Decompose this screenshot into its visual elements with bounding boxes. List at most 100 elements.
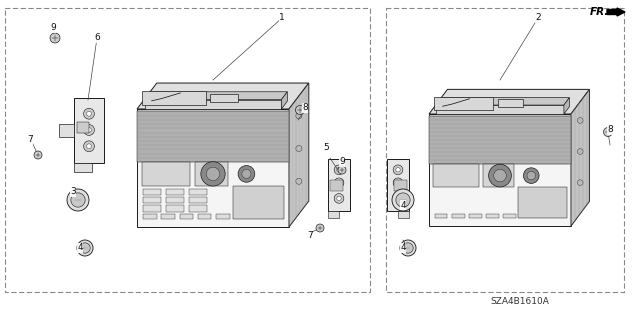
Polygon shape: [503, 214, 516, 218]
Text: 7: 7: [27, 136, 33, 145]
Polygon shape: [518, 187, 567, 218]
Polygon shape: [59, 123, 74, 137]
Polygon shape: [486, 214, 499, 218]
Text: 9: 9: [339, 158, 345, 167]
Polygon shape: [497, 100, 523, 107]
Polygon shape: [198, 214, 211, 219]
Circle shape: [393, 165, 403, 174]
Polygon shape: [74, 162, 92, 172]
Circle shape: [337, 196, 341, 201]
Circle shape: [238, 166, 255, 182]
Circle shape: [334, 178, 344, 188]
Polygon shape: [137, 111, 289, 162]
Polygon shape: [483, 164, 514, 187]
Text: 5: 5: [323, 144, 329, 152]
Text: 9: 9: [50, 24, 56, 33]
Circle shape: [577, 180, 583, 185]
Polygon shape: [161, 214, 175, 219]
Circle shape: [337, 181, 341, 185]
Text: 8: 8: [607, 125, 613, 135]
Text: 2: 2: [535, 13, 541, 23]
Polygon shape: [282, 92, 287, 109]
Circle shape: [296, 145, 302, 152]
Polygon shape: [330, 180, 344, 190]
Polygon shape: [394, 180, 407, 190]
Polygon shape: [137, 83, 308, 109]
Polygon shape: [289, 83, 308, 227]
Circle shape: [577, 118, 583, 123]
Circle shape: [86, 111, 92, 116]
Circle shape: [201, 162, 225, 186]
Circle shape: [86, 128, 92, 132]
Circle shape: [396, 167, 400, 172]
Polygon shape: [387, 160, 409, 211]
Circle shape: [334, 165, 344, 174]
Circle shape: [80, 243, 90, 253]
Circle shape: [393, 194, 403, 203]
Polygon shape: [435, 214, 447, 218]
Polygon shape: [328, 211, 339, 218]
Circle shape: [67, 189, 89, 211]
Polygon shape: [189, 197, 207, 204]
Polygon shape: [166, 189, 184, 195]
Polygon shape: [77, 122, 89, 133]
Polygon shape: [211, 94, 238, 101]
Polygon shape: [189, 189, 207, 195]
Text: 7: 7: [307, 231, 313, 240]
Polygon shape: [564, 98, 570, 114]
Circle shape: [84, 141, 95, 152]
Circle shape: [400, 240, 416, 256]
Polygon shape: [143, 205, 161, 212]
Polygon shape: [468, 214, 481, 218]
Polygon shape: [216, 214, 230, 219]
Polygon shape: [141, 162, 190, 186]
Circle shape: [84, 108, 95, 119]
Polygon shape: [166, 205, 184, 212]
Text: 3: 3: [70, 188, 76, 197]
Polygon shape: [143, 214, 157, 219]
Polygon shape: [143, 189, 161, 195]
Circle shape: [338, 166, 346, 174]
Circle shape: [396, 181, 400, 185]
Circle shape: [71, 193, 85, 207]
Circle shape: [337, 167, 341, 172]
Polygon shape: [233, 186, 284, 219]
Circle shape: [334, 194, 344, 203]
Polygon shape: [74, 98, 104, 162]
Text: 4: 4: [77, 243, 83, 253]
Circle shape: [396, 193, 410, 207]
Circle shape: [604, 128, 612, 137]
Circle shape: [577, 149, 583, 154]
Polygon shape: [433, 164, 479, 187]
Circle shape: [206, 167, 220, 181]
Polygon shape: [436, 98, 570, 105]
Polygon shape: [143, 197, 161, 204]
Circle shape: [296, 113, 302, 119]
Circle shape: [86, 144, 92, 149]
Polygon shape: [429, 89, 589, 114]
Polygon shape: [195, 162, 228, 186]
Polygon shape: [145, 100, 282, 109]
Text: 4: 4: [400, 243, 406, 253]
Polygon shape: [452, 214, 465, 218]
Circle shape: [392, 189, 414, 211]
Circle shape: [489, 164, 511, 187]
Polygon shape: [137, 109, 289, 227]
Polygon shape: [434, 97, 493, 110]
Circle shape: [34, 151, 42, 159]
Circle shape: [242, 169, 251, 178]
Text: 8: 8: [302, 103, 308, 113]
Polygon shape: [180, 214, 193, 219]
Polygon shape: [142, 91, 206, 105]
Circle shape: [316, 224, 324, 232]
Circle shape: [296, 178, 302, 184]
Circle shape: [527, 171, 536, 180]
Polygon shape: [571, 89, 589, 226]
Polygon shape: [436, 105, 564, 114]
Polygon shape: [145, 92, 287, 100]
Circle shape: [50, 33, 60, 43]
Polygon shape: [189, 205, 207, 212]
Text: 1: 1: [279, 13, 285, 23]
Text: 4: 4: [400, 201, 406, 210]
Circle shape: [77, 240, 93, 256]
